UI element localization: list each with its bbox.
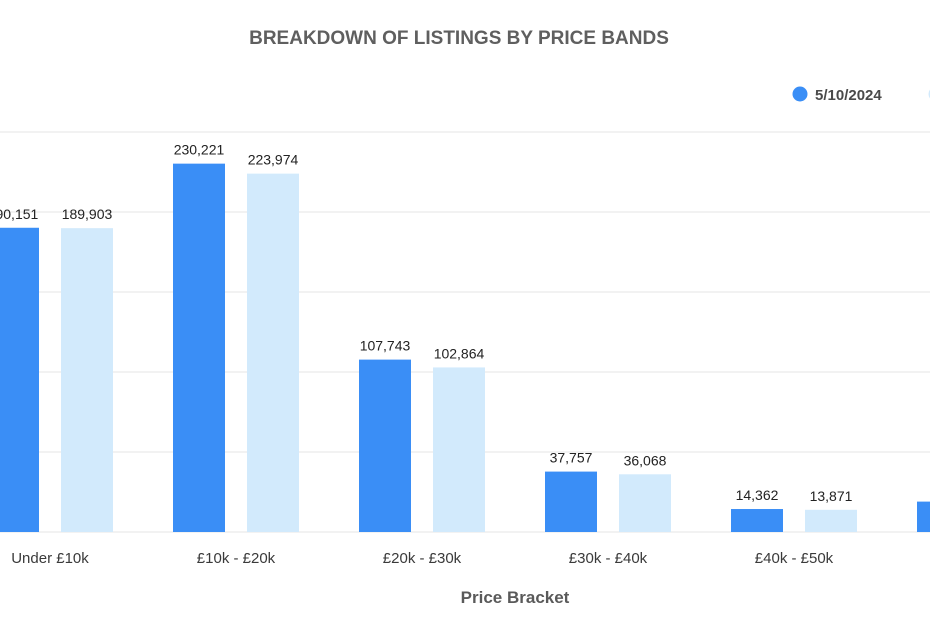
x-tick-label-4: £30k - £40k <box>569 550 648 567</box>
legend-label-series-1: 5/10/2024 <box>815 87 882 104</box>
bars <box>0 163 930 532</box>
data-label-series-2-cat-3: 102,864 <box>434 345 485 361</box>
x-tick-label-3: £20k - £30k <box>383 550 462 567</box>
bar-series-1-cat-4[interactable] <box>545 471 597 532</box>
bar-series-1-cat-6[interactable] <box>917 501 930 532</box>
chart-title: BREAKDOWN OF LISTINGS BY PRICE BANDS <box>249 28 669 49</box>
x-tick-label-1: Under £10k <box>11 550 89 567</box>
x-tick-label-2: £10k - £20k <box>197 550 276 567</box>
bar-series-1-cat-5[interactable] <box>731 509 783 532</box>
data-label-series-1-cat-3: 107,743 <box>360 338 411 354</box>
data-label-series-1-cat-5: 14,362 <box>736 487 779 503</box>
bar-series-1-cat-2[interactable] <box>173 163 225 532</box>
bar-series-1-cat-3[interactable] <box>359 359 411 532</box>
bar-series-2-cat-2[interactable] <box>247 173 299 532</box>
data-labels: 190,151 189,903 230,221 223,974 107,743 102,8… <box>0 142 853 504</box>
bar-series-2-cat-5[interactable] <box>805 509 857 532</box>
x-tick-label-5: £40k - £50k <box>755 550 834 567</box>
legend[interactable]: 5/10/2024 <box>792 86 930 105</box>
data-label-series-2-cat-4: 36,068 <box>624 452 667 468</box>
bar-series-2-cat-4[interactable] <box>619 474 671 532</box>
x-axis-label: Price Bracket <box>461 588 570 607</box>
data-label-series-2-cat-1: 189,903 <box>62 206 113 222</box>
bar-series-1-cat-1[interactable] <box>0 227 39 532</box>
data-label-series-2-cat-5: 13,871 <box>810 488 853 504</box>
x-tick-labels: Under £10k £10k - £20k £20k - £30k £30k - £… <box>11 550 833 567</box>
bar-series-2-cat-1[interactable] <box>61 228 113 532</box>
data-label-series-1-cat-1: 190,151 <box>0 206 39 222</box>
legend-marker-series-1 <box>792 86 808 102</box>
bar-series-2-cat-3[interactable] <box>433 367 485 532</box>
data-label-series-2-cat-2: 223,974 <box>248 152 299 168</box>
data-label-series-1-cat-2: 230,221 <box>174 142 225 158</box>
data-label-series-1-cat-4: 37,757 <box>550 450 593 466</box>
